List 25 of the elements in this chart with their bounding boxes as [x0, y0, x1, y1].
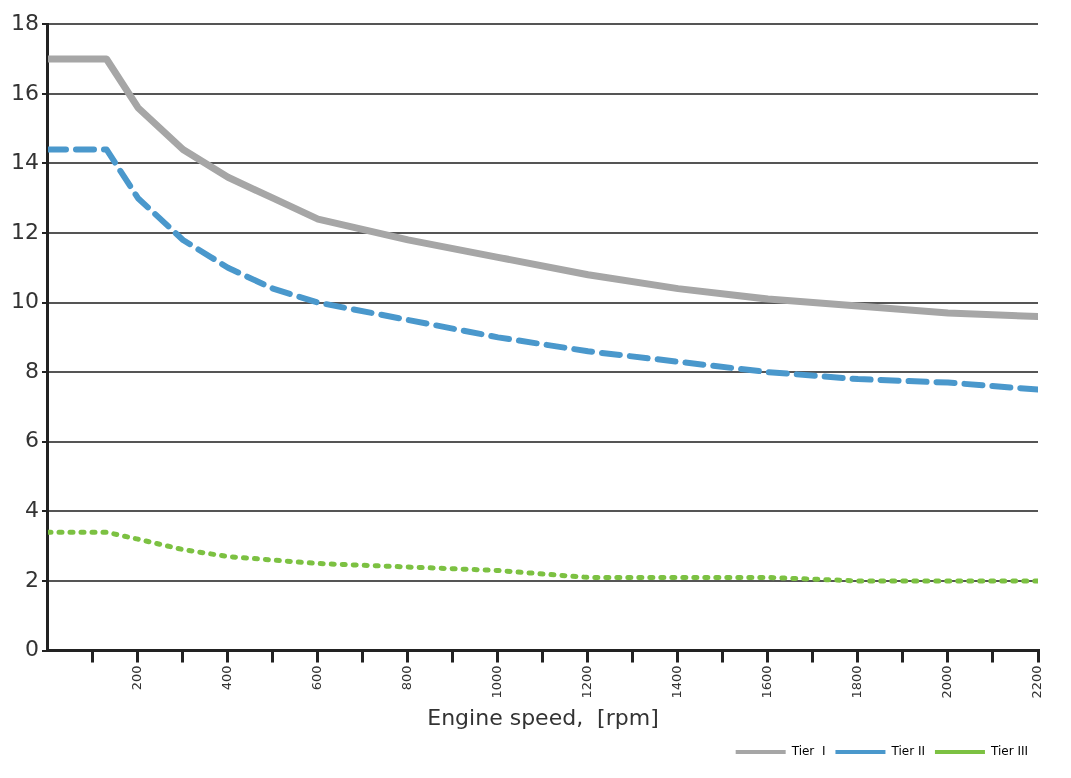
x-tick-label: 1200: [579, 665, 595, 699]
y-tick-label: 10: [10, 288, 39, 314]
x-tick-label: 200: [129, 665, 145, 691]
x-tick-label: 2000: [939, 665, 955, 699]
legend-label: Tier I: [790, 744, 826, 759]
y-tick-label: 18: [10, 9, 39, 35]
x-tick-label: 1000: [489, 665, 505, 699]
y-tick-label: 4: [24, 497, 39, 523]
y-tick-label: 14: [10, 149, 39, 175]
x-tick-label: 2200: [1029, 665, 1045, 699]
x-tick-label: 1400: [669, 665, 685, 699]
y-tick-label: 0: [24, 636, 39, 662]
x-tick-label: 800: [399, 665, 415, 691]
y-tick-label: 2: [24, 566, 39, 592]
legend-label: Tier II: [890, 744, 925, 759]
y-tick-label: 16: [10, 79, 39, 105]
x-tick-label: 1600: [759, 665, 775, 699]
x-tick-label: 400: [219, 665, 235, 691]
y-tick-label: 6: [24, 427, 39, 453]
x-tick-label: 1800: [849, 665, 865, 699]
x-axis-title: Engine speed, [rpm]: [427, 704, 659, 730]
x-tick-label: 600: [309, 665, 325, 691]
legend-label: Tier III: [989, 744, 1028, 759]
y-tick-label: 12: [10, 218, 39, 244]
y-tick-label: 8: [24, 357, 39, 383]
